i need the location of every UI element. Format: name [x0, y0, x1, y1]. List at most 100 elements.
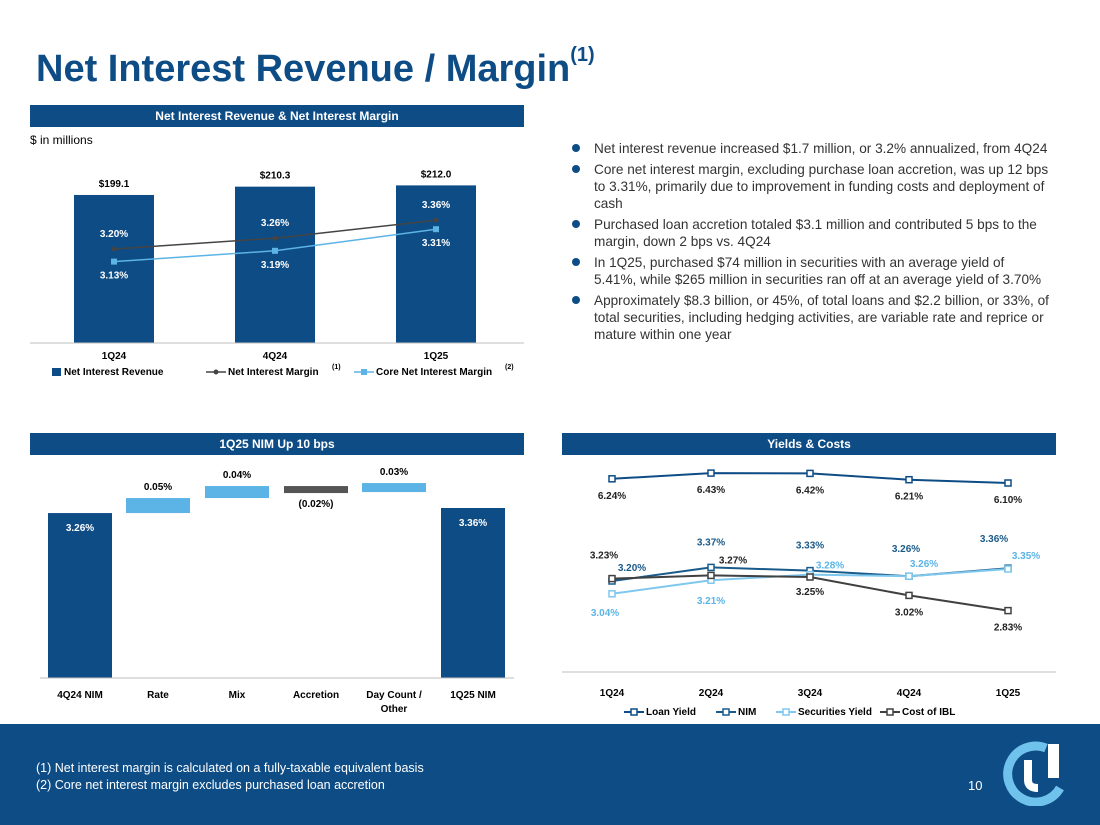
series-value-label: 3.26% [892, 544, 920, 555]
page-number: 10 [968, 778, 983, 793]
waterfall-value-label: (0.02%) [298, 499, 333, 510]
revenue-chart-header: Net Interest Revenue & Net Interest Marg… [30, 105, 524, 127]
footnotes: (1) Net interest margin is calculated on… [36, 760, 424, 794]
revenue-bar-label: $199.1 [99, 179, 130, 190]
legend-core-marker [361, 369, 367, 375]
core-nim-point [111, 258, 117, 265]
series-value-label: 6.21% [895, 492, 923, 503]
series-value-label: 3.23% [590, 551, 618, 562]
legend-marker [782, 708, 790, 716]
footnote-2: (2) Core net interest margin excludes pu… [36, 778, 385, 792]
nim-point [111, 246, 117, 252]
series-value-label: 6.43% [697, 485, 725, 496]
revenue-bar [74, 194, 154, 343]
nim-label: 3.36% [422, 200, 450, 211]
legend-nim-sup: (1) [332, 364, 341, 371]
series-point [608, 574, 616, 583]
core-nim-label: 3.13% [100, 271, 128, 282]
waterfall-value-label: 0.04% [223, 470, 251, 481]
legend-core-label: Core Net Interest Margin [376, 367, 492, 378]
legend-label: Securities Yield [798, 707, 872, 718]
series-point [905, 475, 913, 484]
series-point [707, 571, 715, 580]
bullet-item: Net interest revenue increased $1.7 mill… [570, 140, 1050, 157]
page-title: Net Interest Revenue / Margin(1) [36, 44, 595, 90]
series-value-label: 6.10% [994, 495, 1022, 506]
series-value-label: 3.35% [1012, 551, 1040, 562]
revenue-bar [235, 186, 315, 343]
series-value-label: 3.37% [697, 537, 725, 548]
waterfall-value-label: 3.36% [459, 518, 487, 529]
series-value-label: 3.36% [980, 534, 1008, 545]
bullet-item: Core net interest margin, excluding purc… [570, 161, 1050, 212]
x-tick-label: Mix [229, 690, 246, 701]
nim-point [433, 217, 439, 223]
x-tick-label: 4Q24 [897, 688, 922, 699]
x-tick-label: 1Q24 [102, 351, 127, 362]
legend-nim-marker [213, 369, 219, 375]
revenue-margin-chart: $199.1 1Q24 $210.3 4Q24 $212.0 1Q25 3.20% 3.13%… [30, 169, 524, 378]
legend-label: Cost of IBL [902, 707, 955, 718]
waterfall-bar [126, 498, 190, 514]
x-tick-label: 1Q25 [996, 688, 1021, 699]
nim-point [272, 235, 278, 241]
series-point [1004, 606, 1012, 615]
revenue-bar [396, 185, 476, 343]
waterfall-value-label: 0.03% [380, 467, 408, 478]
waterfall-value-label: 0.05% [144, 482, 172, 493]
series-point [1004, 479, 1012, 487]
series-value-label: 3.04% [591, 608, 619, 619]
bullet-icon [572, 220, 580, 228]
x-tick-label: 3Q24 [798, 688, 823, 699]
series-value-label: 3.02% [895, 607, 923, 618]
units-label: $ in millions [30, 133, 93, 147]
bullet-icon [572, 296, 580, 304]
revenue-bar-label: $212.0 [421, 169, 452, 180]
x-tick-label: Rate [147, 690, 169, 701]
series-point [707, 563, 715, 572]
series-point [1004, 565, 1012, 573]
series-value-label: 3.20% [618, 563, 646, 574]
series-point [905, 572, 913, 580]
legend-nim-label: Net Interest Margin [228, 367, 319, 378]
series-value-label: 2.83% [994, 623, 1022, 634]
nim-label: 3.20% [100, 229, 128, 240]
nim-label: 3.26% [261, 218, 289, 229]
x-tick-label: 1Q25 [424, 351, 449, 362]
core-nim-label: 3.31% [422, 238, 450, 249]
yields-costs-chart: 6.24% 6.43% 6.42% 6.21% 6.10% 3.20% 3.37% 3.33%… [562, 469, 1056, 718]
series-value-label: 3.28% [816, 561, 844, 572]
series-value-label: 3.33% [796, 541, 824, 552]
x-tick-label-cont: Other [381, 704, 408, 715]
x-tick-label: 1Q24 [600, 688, 625, 699]
waterfall-bar [284, 486, 348, 494]
legend-core-sup: (2) [505, 364, 514, 371]
x-tick-label: 2Q24 [699, 688, 724, 699]
core-nim-point [433, 226, 439, 233]
legend-revenue-swatch [52, 368, 61, 376]
legend-label: Loan Yield [646, 707, 696, 718]
bullet-item: In 1Q25, purchased $74 million in securi… [570, 254, 1050, 288]
waterfall-bar [362, 483, 426, 493]
series-value-label: 3.26% [910, 559, 938, 570]
legend-marker [630, 708, 638, 716]
series-value-label: 3.25% [796, 587, 824, 598]
legend-label: NIM [738, 707, 756, 718]
core-nim-label: 3.19% [261, 260, 289, 271]
bullet-item: Purchased loan accretion totaled $3.1 mi… [570, 216, 1050, 250]
footer-band [0, 724, 1100, 825]
yields-costs-header: Yields & Costs [562, 433, 1056, 455]
waterfall-bar [48, 513, 112, 678]
series-point [806, 469, 814, 478]
bullet-icon [572, 165, 580, 173]
series-value-label: 6.24% [598, 491, 626, 502]
x-tick-label: 4Q24 NIM [57, 690, 103, 701]
series-value-label: 3.21% [697, 596, 725, 607]
legend-revenue-label: Net Interest Revenue [64, 367, 164, 378]
core-nim-point [272, 247, 278, 254]
waterfall-bar [205, 486, 269, 499]
revenue-bar-label: $210.3 [260, 171, 291, 182]
legend-marker [886, 708, 894, 716]
company-logo-icon [1003, 741, 1064, 806]
bullet-icon [572, 258, 580, 266]
